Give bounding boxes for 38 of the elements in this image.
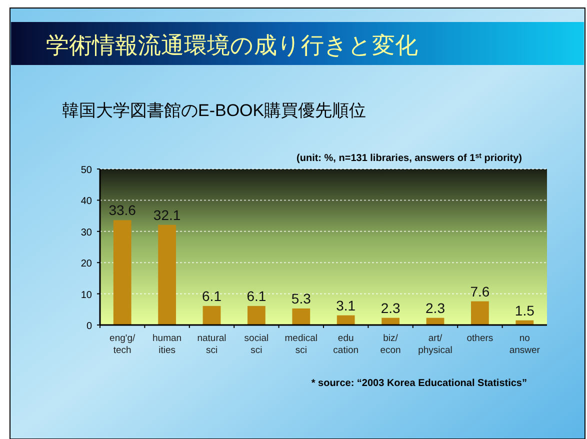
chart-subtitle: 韓国大学図書館のE-BOOK購買優先順位: [62, 101, 366, 120]
x-tick-label: medical sci: [284, 333, 318, 356]
bar: [292, 308, 310, 325]
y-tick-label: 10: [80, 290, 92, 301]
data-label: 6.1: [246, 288, 266, 304]
data-label: 32.1: [153, 206, 181, 223]
x-tick-label: human ities: [152, 333, 182, 356]
chart-title: 学術情報流通環境の成り行きと変化: [46, 32, 418, 58]
x-tick-label: natural sci: [197, 333, 226, 356]
data-label: 3.1: [336, 297, 356, 314]
data-label: 2.3: [426, 300, 446, 316]
y-tick-label: 50: [80, 165, 92, 176]
data-label: 2.3: [380, 300, 400, 316]
bar: [382, 318, 400, 325]
bar: [158, 224, 176, 325]
bar: [202, 306, 221, 325]
x-tick-label: biz/ econ: [380, 333, 401, 356]
x-tick-label: eng'g/ tech: [110, 333, 136, 356]
text: * source: “2003 Korea Educational Statistics”: [311, 378, 527, 389]
y-tick-label: 0: [86, 321, 92, 332]
y-tick-label: 30: [80, 227, 92, 238]
bar: [248, 306, 266, 325]
data-label: 5.3: [291, 290, 312, 306]
text: (unit: %, n=131 libraries, answers of 1$^{st}$ priority): [296, 152, 522, 164]
y-tick-label: 20: [80, 258, 92, 270]
x-tick-label: no answer: [509, 333, 540, 356]
data-label: 33.6: [108, 202, 136, 218]
bar: [336, 315, 355, 325]
x-tick-label: art/ physical: [418, 333, 452, 356]
data-label: 7.6: [470, 283, 490, 300]
x-tick-label: social sci: [244, 333, 269, 356]
data-label: 1.5: [514, 302, 535, 318]
bar: [113, 220, 132, 325]
y-tick-label: 40: [80, 196, 92, 208]
bar: [471, 301, 489, 325]
x-tick-label: others: [466, 333, 494, 344]
data-label: 6.1: [202, 288, 222, 304]
x-tick-label: edu cation: [333, 333, 359, 356]
